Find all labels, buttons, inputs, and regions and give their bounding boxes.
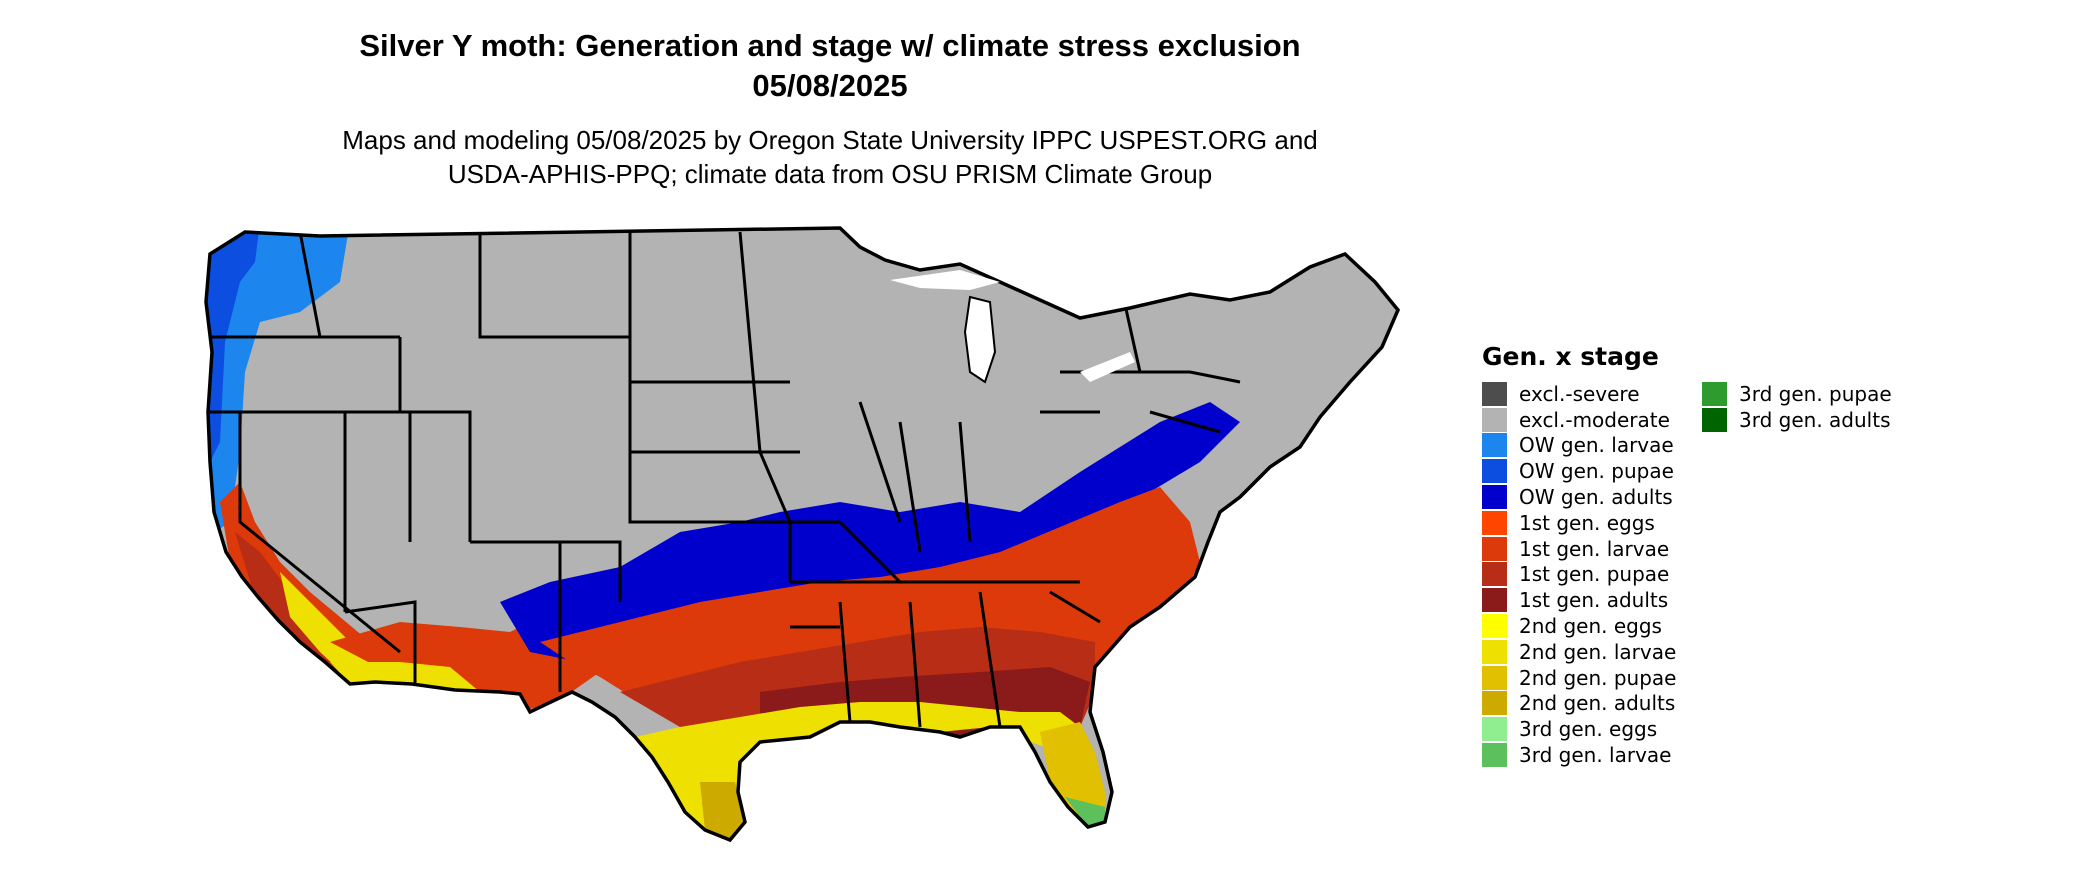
legend-swatch	[1482, 691, 1507, 716]
legend-item: 2nd gen. eggs	[1482, 613, 1676, 639]
legend-swatch	[1482, 562, 1507, 587]
legend-label: 1st gen. adults	[1519, 588, 1669, 613]
legend-swatch	[1482, 588, 1507, 613]
legend-label: 2nd gen. adults	[1519, 691, 1676, 716]
legend-item: 3rd gen. larvae	[1482, 742, 1676, 768]
legend-item: excl.-severe	[1482, 381, 1676, 407]
legend-swatch	[1482, 510, 1507, 535]
legend-swatch	[1482, 536, 1507, 561]
legend-label: OW gen. pupae	[1519, 459, 1674, 484]
legend-swatch	[1482, 665, 1507, 690]
legend-swatch	[1482, 639, 1507, 664]
legend-swatch	[1702, 407, 1727, 432]
legend-label: 1st gen. larvae	[1519, 536, 1670, 561]
legend-item: 1st gen. larvae	[1482, 536, 1676, 562]
legend-item: 2nd gen. larvae	[1482, 639, 1676, 665]
legend-label: 2nd gen. larvae	[1519, 639, 1677, 664]
legend-title: Gen. x stage	[1482, 342, 1659, 371]
legend-label: 2nd gen. pupae	[1519, 665, 1677, 690]
legend-label: excl.-severe	[1519, 381, 1640, 406]
lake-superior	[890, 270, 1000, 290]
legend-swatch	[1702, 381, 1727, 406]
legend-swatch	[1482, 459, 1507, 484]
legend-swatch	[1482, 743, 1507, 768]
legend-item: 3rd gen. adults	[1702, 407, 1892, 433]
legend-label: 3rd gen. pupae	[1739, 381, 1892, 406]
legend-swatch	[1482, 614, 1507, 639]
legend-item: excl.-moderate	[1482, 407, 1676, 433]
legend-label: excl.-moderate	[1519, 407, 1670, 432]
legend-swatch	[1482, 717, 1507, 742]
legend-label: 3rd gen. adults	[1739, 407, 1891, 432]
legend-swatch	[1482, 407, 1507, 432]
legend-item: 3rd gen. eggs	[1482, 716, 1676, 742]
legend-label: 3rd gen. larvae	[1519, 743, 1672, 768]
legend-item: OW gen. pupae	[1482, 458, 1676, 484]
legend-item: 1st gen. adults	[1482, 587, 1676, 613]
map-credit-line2: USDA-APHIS-PPQ; climate data from OSU PR…	[447, 159, 1213, 189]
legend-label: 2nd gen. eggs	[1519, 614, 1662, 639]
legend-label: 1st gen. pupae	[1519, 562, 1670, 587]
legend-item: 2nd gen. pupae	[1482, 665, 1676, 691]
map-title: Silver Y moth: Generation and stage w/ c…	[359, 28, 1301, 63]
map-credit-line1: Maps and modeling 05/08/2025 by Oregon S…	[342, 125, 1318, 155]
map-date: 05/08/2025	[752, 68, 908, 103]
legend-swatch	[1482, 381, 1507, 406]
lake-michigan	[963, 295, 997, 384]
legend-swatch	[1482, 485, 1507, 510]
legend-label: OW gen. adults	[1519, 485, 1673, 510]
legend-item: OW gen. larvae	[1482, 433, 1676, 459]
legend-item: OW gen. adults	[1482, 484, 1676, 510]
legend-column-1: excl.-severe excl.-moderate OW gen. larvae…	[1482, 381, 1676, 768]
legend-label: OW gen. larvae	[1519, 433, 1674, 458]
legend-label: 1st gen. eggs	[1519, 510, 1655, 535]
legend-item: 1st gen. eggs	[1482, 510, 1676, 536]
legend-swatch	[1482, 433, 1507, 458]
us-map	[204, 226, 1400, 842]
legend-item: 1st gen. pupae	[1482, 562, 1676, 588]
legend-item: 2nd gen. adults	[1482, 691, 1676, 717]
legend-label: 3rd gen. eggs	[1519, 717, 1658, 742]
lake-erie	[1080, 352, 1135, 382]
legend-item: 3rd gen. pupae	[1702, 381, 1892, 407]
legend-column-2: 3rd gen. pupae 3rd gen. adults	[1702, 381, 1892, 433]
